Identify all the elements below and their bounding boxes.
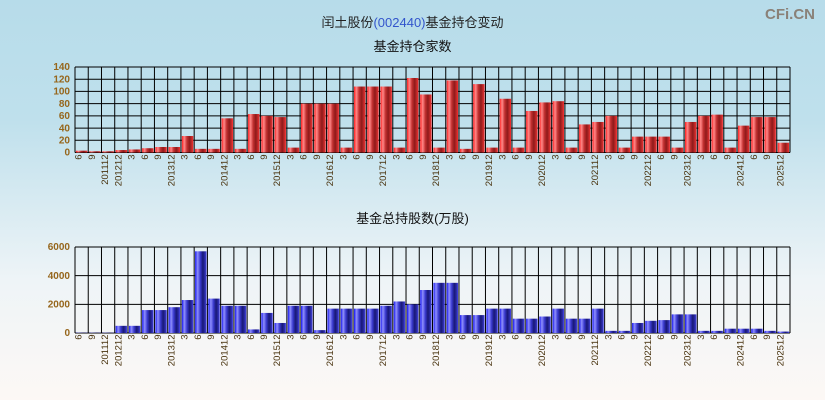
- svg-text:9: 9: [259, 335, 270, 340]
- svg-text:201512: 201512: [272, 335, 283, 367]
- svg-text:9: 9: [153, 335, 164, 340]
- svg-text:201312: 201312: [166, 335, 177, 367]
- svg-text:0: 0: [64, 328, 70, 339]
- svg-text:3: 3: [391, 335, 402, 340]
- svg-text:3: 3: [696, 335, 707, 340]
- svg-text:9: 9: [577, 335, 588, 340]
- svg-text:6: 6: [656, 335, 667, 340]
- svg-text:4000: 4000: [48, 271, 71, 282]
- svg-text:3: 3: [338, 335, 349, 340]
- svg-text:9: 9: [471, 335, 482, 340]
- svg-text:3: 3: [603, 335, 614, 340]
- svg-text:6: 6: [405, 335, 416, 340]
- svg-text:201912: 201912: [484, 334, 495, 366]
- svg-text:9: 9: [669, 335, 680, 340]
- svg-text:201612: 201612: [325, 335, 336, 367]
- svg-text:6: 6: [709, 335, 720, 340]
- svg-text:6: 6: [749, 335, 760, 340]
- svg-text:6: 6: [74, 335, 85, 340]
- svg-text:202112: 202112: [590, 335, 601, 366]
- svg-text:3: 3: [127, 335, 138, 340]
- svg-text:3: 3: [444, 335, 455, 340]
- svg-text:6: 6: [511, 335, 522, 340]
- svg-text:9: 9: [365, 335, 376, 340]
- svg-text:6: 6: [616, 335, 627, 340]
- svg-text:201812: 201812: [431, 335, 442, 367]
- svg-text:202012: 202012: [537, 335, 548, 367]
- svg-text:6: 6: [352, 335, 363, 340]
- svg-text:6: 6: [140, 335, 151, 340]
- svg-text:9: 9: [630, 335, 641, 340]
- svg-text:9: 9: [418, 335, 429, 340]
- svg-text:201412: 201412: [219, 335, 230, 367]
- svg-text:6: 6: [193, 335, 204, 340]
- svg-text:201712: 201712: [378, 335, 389, 367]
- svg-text:201112: 201112: [100, 335, 111, 365]
- svg-text:6: 6: [564, 335, 575, 340]
- svg-text:3: 3: [180, 335, 191, 340]
- svg-text:6: 6: [299, 335, 310, 340]
- svg-text:9: 9: [312, 335, 323, 340]
- svg-text:201212: 201212: [113, 335, 124, 367]
- svg-text:9: 9: [762, 335, 773, 340]
- svg-text:6: 6: [458, 335, 469, 340]
- svg-text:202412: 202412: [736, 335, 747, 367]
- svg-text:9: 9: [206, 335, 217, 340]
- svg-text:3: 3: [497, 335, 508, 340]
- svg-text:9: 9: [87, 335, 98, 340]
- svg-text:6: 6: [246, 335, 257, 340]
- svg-text:3: 3: [233, 335, 244, 340]
- svg-text:202512: 202512: [775, 335, 786, 367]
- svg-text:3: 3: [550, 335, 561, 340]
- svg-text:6000: 6000: [48, 242, 71, 253]
- svg-text:3: 3: [285, 335, 296, 340]
- svg-text:202212: 202212: [643, 335, 654, 367]
- svg-text:202312: 202312: [683, 335, 694, 367]
- svg-text:2000: 2000: [48, 300, 71, 311]
- svg-text:9: 9: [722, 335, 733, 340]
- svg-text:9: 9: [524, 335, 535, 340]
